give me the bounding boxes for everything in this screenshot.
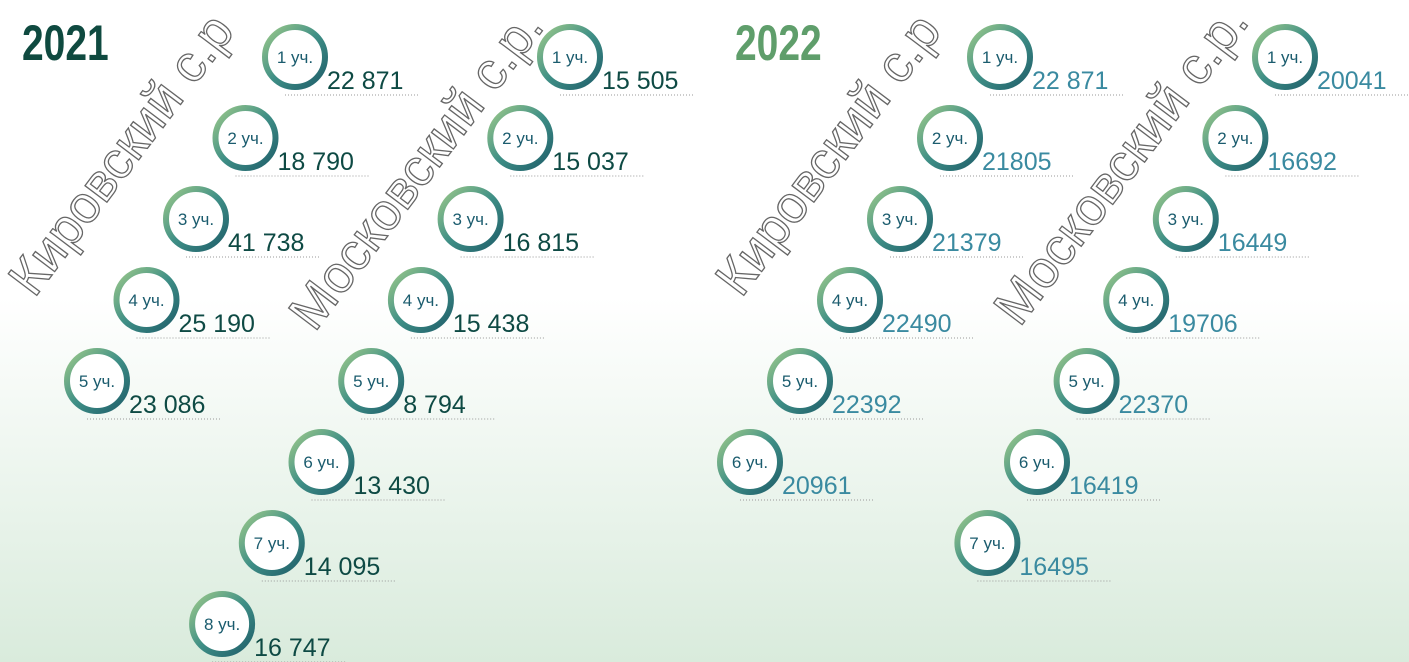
- plot-ring: [1004, 429, 1070, 495]
- plot-ring: [64, 348, 130, 414]
- plot-ring: [817, 267, 883, 333]
- plot-label: 6 уч.: [303, 453, 339, 472]
- plot-value: 22 871: [327, 67, 403, 95]
- plot-ring: [1053, 348, 1120, 414]
- plot-label: 7 уч.: [969, 534, 1005, 553]
- plot-ring: [1252, 24, 1318, 90]
- plot-ring: [717, 429, 783, 495]
- plot-ring: [867, 186, 933, 252]
- plot-ring: [767, 348, 833, 414]
- plot-value: 16 747: [254, 634, 330, 662]
- plot-ring: [967, 24, 1033, 90]
- plot-value: 16495: [1019, 553, 1089, 581]
- plot-ring: [1152, 186, 1219, 252]
- plot-ring: [917, 105, 983, 171]
- plot-label: 2 уч.: [1217, 129, 1253, 148]
- plot-label: 5 уч.: [79, 372, 115, 391]
- plot-value: 16692: [1267, 148, 1337, 176]
- plot-label: 5 уч.: [1068, 372, 1104, 391]
- plot-label: 6 уч.: [732, 453, 768, 472]
- plot-value: 22 871: [1032, 67, 1108, 95]
- plot-value: 19706: [1168, 310, 1238, 338]
- plot-value: 15 438: [453, 310, 529, 338]
- plot-label: 4 уч.: [128, 291, 164, 310]
- plot-label: 1 уч.: [1267, 48, 1303, 67]
- plot-value: 16419: [1069, 472, 1139, 500]
- plot-label: 1 уч.: [982, 48, 1018, 67]
- plot-ring: [338, 348, 405, 414]
- plot-value: 16 815: [503, 229, 579, 257]
- plot-label: 5 уч.: [353, 372, 389, 391]
- plot-label: 5 уч.: [782, 372, 818, 391]
- plot-value: 20041: [1317, 67, 1387, 95]
- plot-label: 3 уч.: [452, 210, 488, 229]
- plot-ring: [537, 24, 603, 90]
- plot-label: 4 уч.: [1118, 291, 1154, 310]
- plot-ring: [1103, 267, 1170, 333]
- plot-value: 22490: [882, 310, 952, 338]
- plot-value: 13 430: [354, 472, 430, 500]
- plot-value: 25 190: [179, 310, 255, 338]
- plot-value: 8 794: [403, 391, 466, 419]
- plot-ring: [288, 429, 355, 495]
- plot-label: 1 уч.: [552, 48, 588, 67]
- plot-label: 3 уч.: [178, 210, 214, 229]
- plot-label: 3 уч.: [882, 210, 918, 229]
- plot-ring: [487, 105, 554, 171]
- plot-ring: [387, 267, 454, 333]
- plot-label: 3 уч.: [1168, 210, 1204, 229]
- plot-label: 1 уч.: [277, 48, 313, 67]
- plot-ring: [238, 510, 305, 576]
- plot-value: 15 037: [552, 148, 628, 176]
- plot-ring: [212, 105, 279, 171]
- plot-value: 41 738: [228, 229, 304, 257]
- plot-ring: [437, 186, 504, 252]
- plot-ring: [1202, 105, 1269, 171]
- plot-label: 2 уч.: [932, 129, 968, 148]
- plot-value: 18 790: [278, 148, 354, 176]
- plot-label: 4 уч.: [832, 291, 868, 310]
- plot-ring: [113, 267, 180, 333]
- plot-value: 22392: [832, 391, 902, 419]
- year-title: 2021: [22, 14, 109, 71]
- plot-ring: [189, 591, 256, 657]
- plot-ring: [954, 510, 1021, 576]
- plot-label: 2 уч.: [502, 129, 538, 148]
- plot-label: 2 уч.: [227, 129, 263, 148]
- plot-label: 6 уч.: [1019, 453, 1055, 472]
- plot-value: 22370: [1119, 391, 1189, 419]
- plot-value: 14 095: [304, 553, 380, 581]
- plot-value: 23 086: [129, 391, 205, 419]
- plot-label: 4 уч.: [403, 291, 439, 310]
- plot-value: 20961: [782, 472, 852, 500]
- year-title: 2022: [735, 14, 822, 71]
- plot-ring: [262, 24, 328, 90]
- plot-label: 7 уч.: [254, 534, 290, 553]
- plot-value: 15 505: [602, 67, 678, 95]
- plot-value: 21379: [932, 229, 1002, 257]
- plot-ring: [163, 186, 229, 252]
- plot-value: 21805: [982, 148, 1052, 176]
- plot-label: 8 уч.: [204, 615, 240, 634]
- plot-value: 16449: [1218, 229, 1288, 257]
